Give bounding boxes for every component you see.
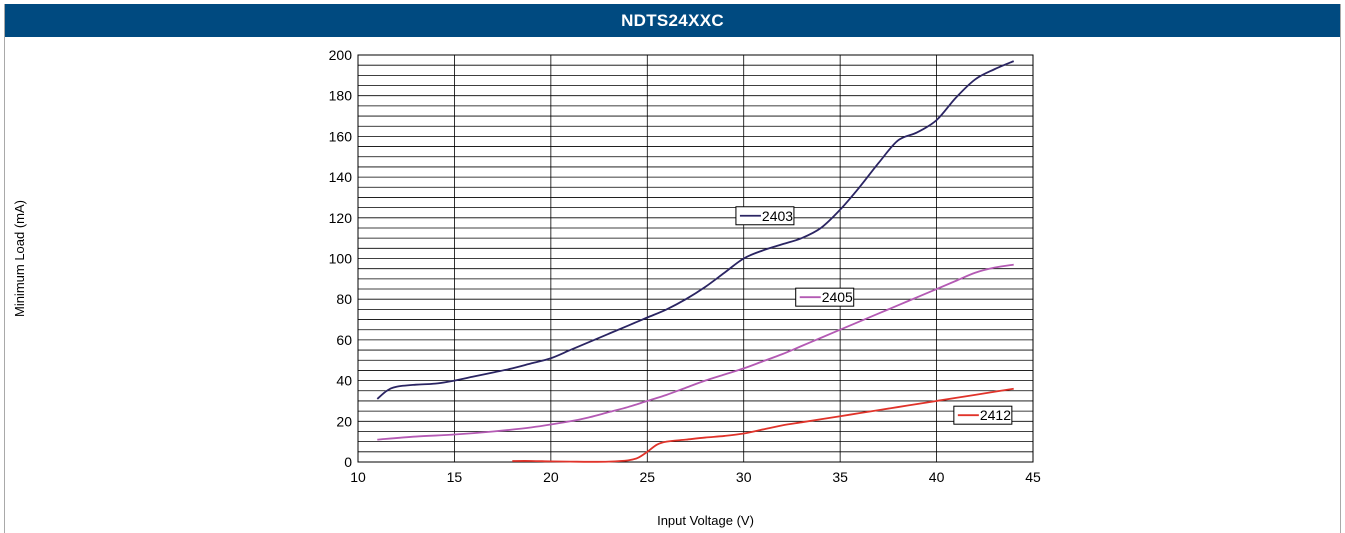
x-tick-label: 20 [543, 469, 559, 485]
chart-title: NDTS24XXC [5, 4, 1340, 37]
y-tick-label: 160 [329, 128, 353, 144]
y-tick-label: 180 [329, 88, 353, 104]
series-line-2405 [377, 263, 1014, 441]
x-tick-label: 30 [736, 469, 752, 485]
y-tick-label: 120 [329, 210, 353, 226]
y-tick-label: 100 [329, 251, 353, 267]
y-tick-label: 140 [329, 169, 353, 185]
x-tick-label: 10 [350, 469, 366, 485]
x-tick-label: 40 [929, 469, 945, 485]
y-tick-label: 60 [336, 332, 352, 348]
y-tick-label: 0 [344, 454, 352, 470]
legend-box-2405 [795, 287, 855, 307]
x-tick-label: 35 [832, 469, 848, 485]
legend-label-2412: 2412 [980, 407, 1011, 423]
chart-panel [4, 4, 1341, 533]
legend-box-2403 [735, 206, 795, 226]
series-line-2403 [376, 60, 1015, 400]
x-axis-label: Input Voltage (V) [657, 513, 754, 528]
x-tick-label: 25 [639, 469, 655, 485]
y-tick-label: 40 [336, 373, 352, 389]
y-tick-label: 80 [336, 291, 352, 307]
x-tick-label: 15 [447, 469, 463, 485]
legend-label-2403: 2403 [762, 208, 793, 224]
x-tick-label: 45 [1025, 469, 1041, 485]
legend-box-2412 [953, 405, 1013, 425]
legend-label-2405: 2405 [822, 289, 853, 305]
y-tick-label: 200 [329, 47, 353, 63]
series-line-2412 [512, 387, 1014, 463]
y-tick-label: 20 [336, 413, 352, 429]
y-axis-label: Minimum Load (mA) [12, 200, 27, 317]
plot-border [357, 54, 1034, 463]
